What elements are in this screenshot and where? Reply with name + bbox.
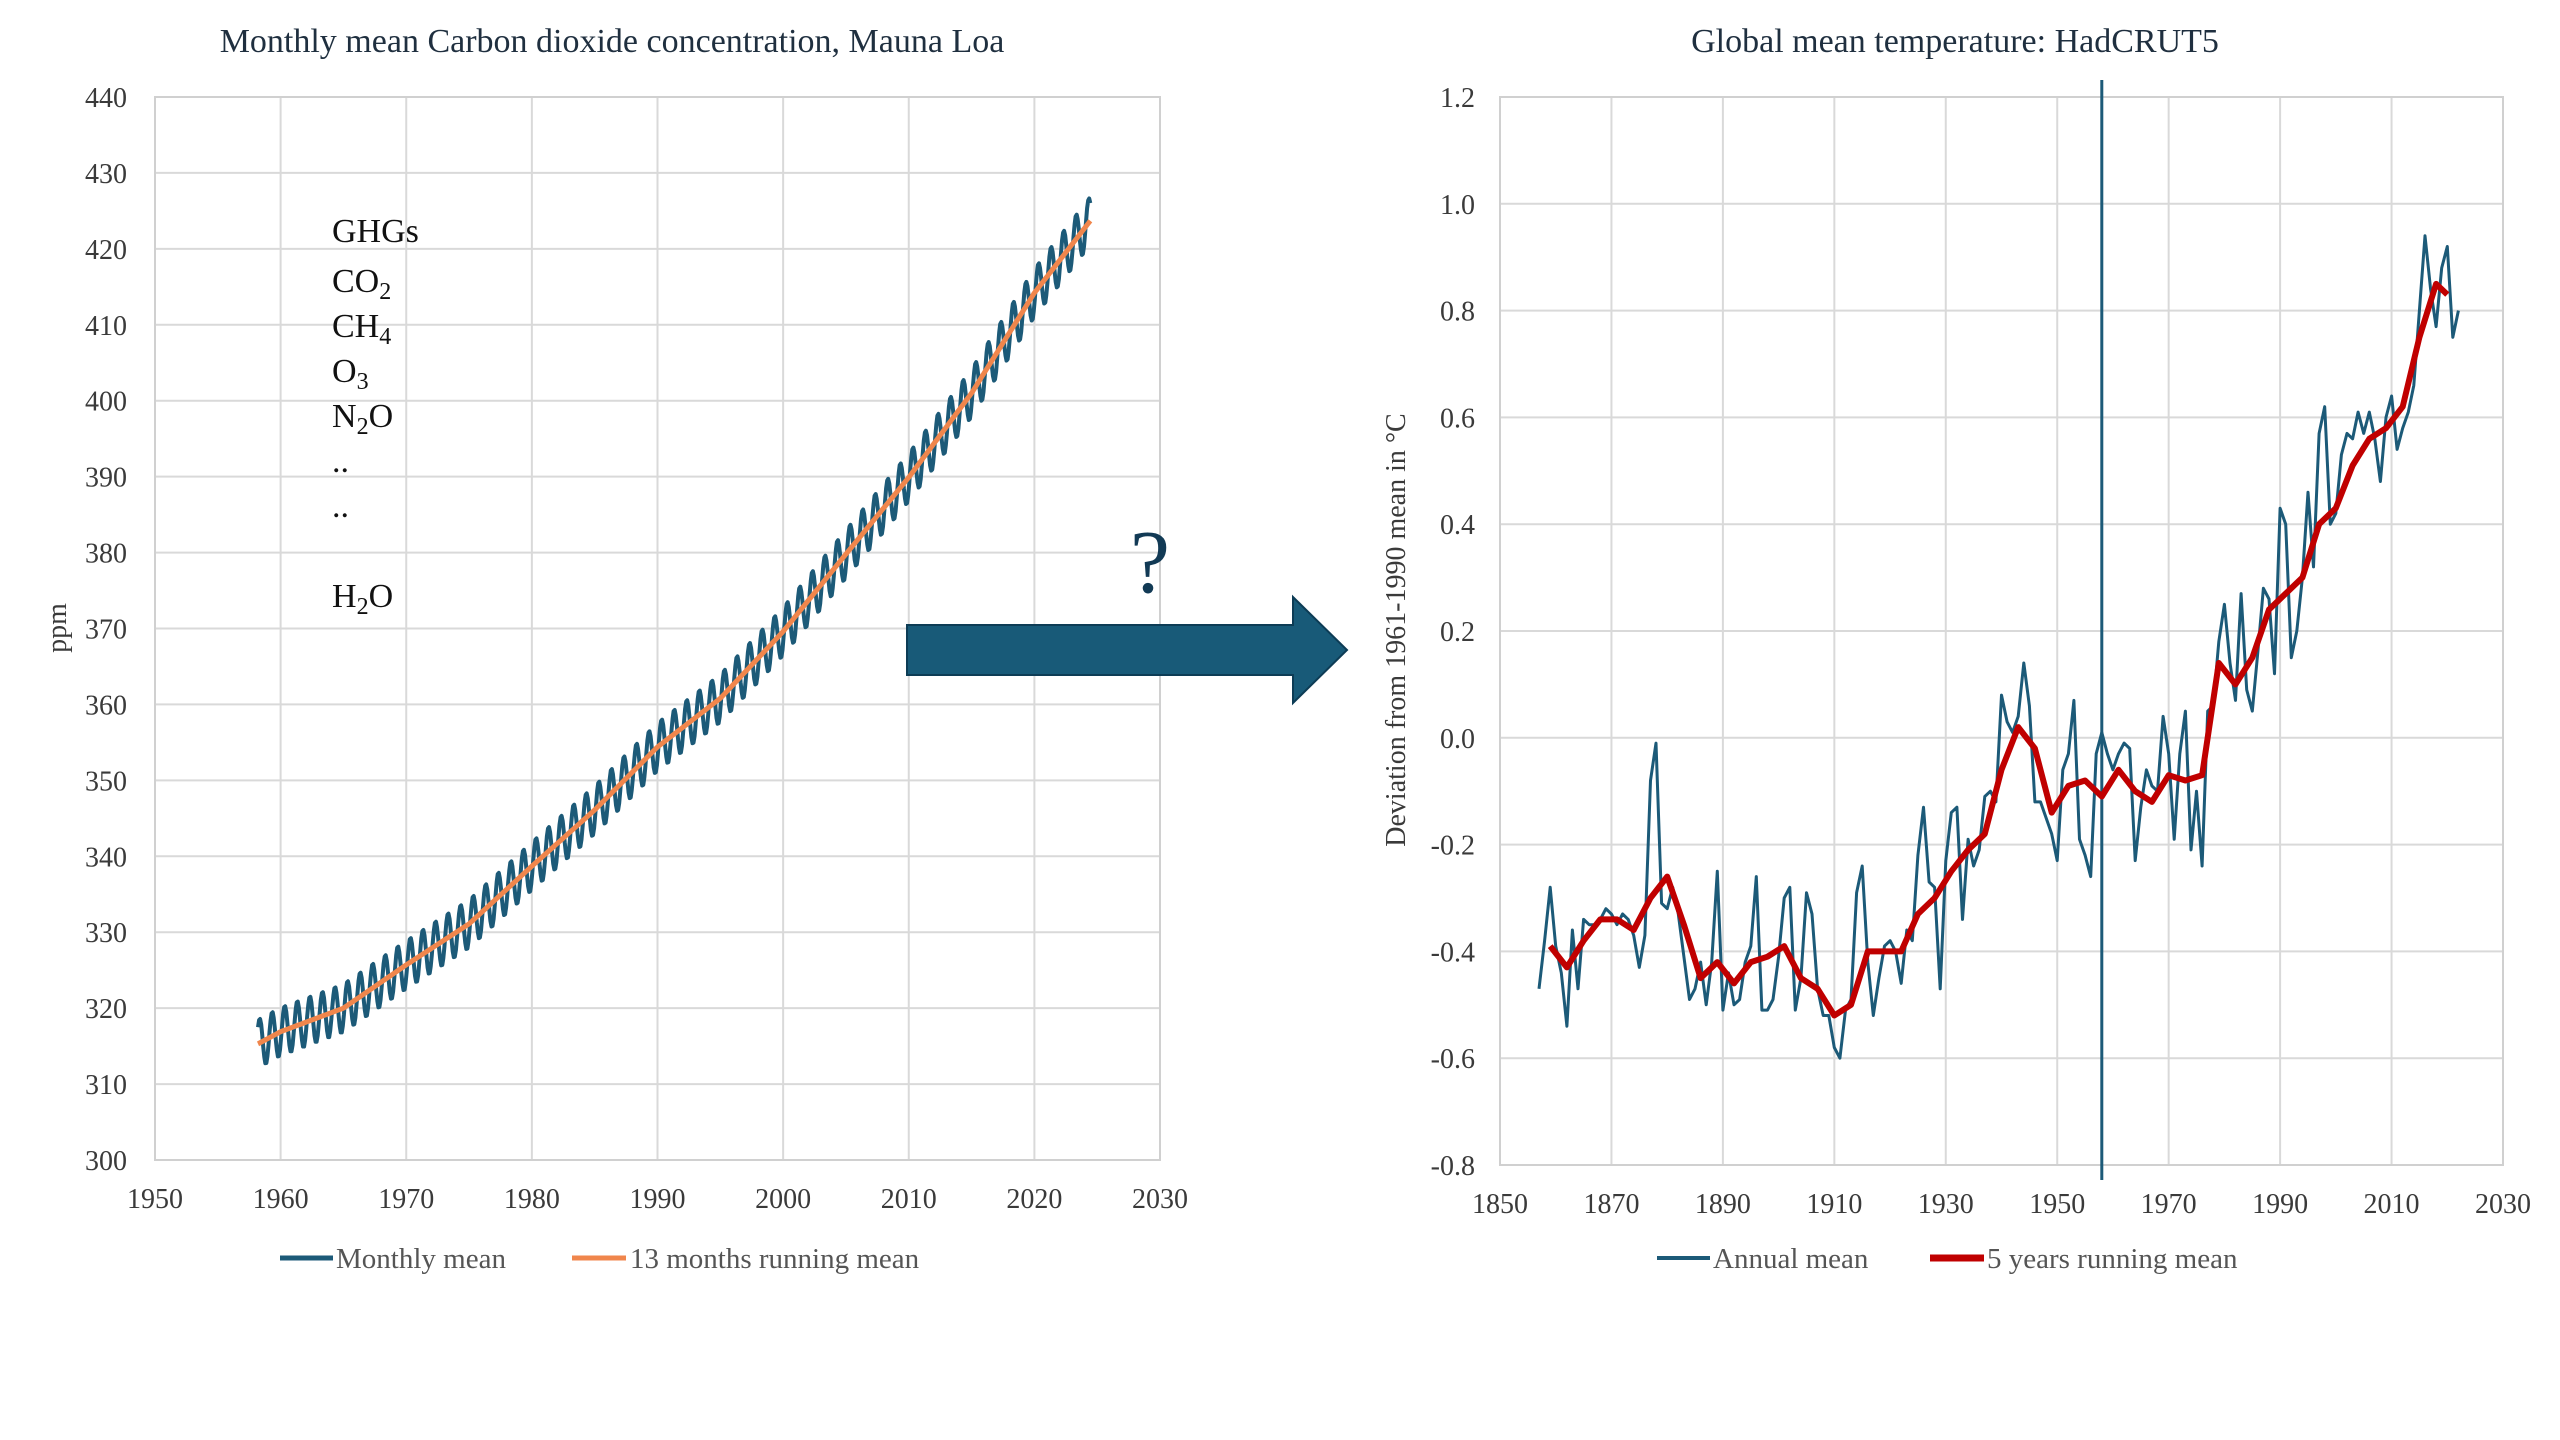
ghg-item: .. — [332, 443, 349, 480]
ghg-item: N2O — [332, 398, 393, 440]
temperature-y-tick-label: 0.2 — [1440, 617, 1475, 648]
temperature-y-axis-label: Deviation from 1961-1990 mean in °C — [1381, 413, 1412, 846]
co2-y-tick-label: 340 — [85, 842, 127, 873]
temperature-chart-title: Global mean temperature: HadCRUT5 — [1691, 23, 2219, 60]
legend-label-annual-mean: Annual mean — [1713, 1243, 1869, 1275]
arrow-shape — [906, 594, 1349, 706]
co2-y-tick-label: 370 — [85, 615, 127, 646]
co2-y-tick-label: 380 — [85, 539, 127, 570]
temperature-y-tick-labels: -0.8 -0.6 -0.4 -0.2 0.0 0.2 0.4 0.6 0.8 1.0 1.2 — [1431, 83, 1475, 1182]
co2-chart-title: Monthly mean Carbon dioxide concentratio… — [220, 23, 1005, 60]
series-line-5-years-running-mean — [1547, 280, 2450, 1019]
co2-y-tick-labels: 300 310 320 330 340 350 360 370 380 390 400 410 420 4… — [85, 83, 127, 1177]
co2-x-tick-label: 2030 — [1132, 1184, 1188, 1215]
temperature-x-tick-label: 2030 — [2475, 1189, 2531, 1220]
co2-x-tick-label: 2000 — [755, 1184, 811, 1215]
co2-y-axis-label: ppm — [42, 603, 73, 653]
ghg-item: O3 — [332, 353, 369, 395]
temperature-y-tick-label: 1.0 — [1440, 190, 1475, 221]
series-line-monthly-mean — [256, 196, 1093, 1066]
temperature-y-tick-label: -0.6 — [1431, 1044, 1475, 1075]
co2-y-tick-label: 390 — [85, 463, 127, 494]
co2-legend: Monthly mean 13 months running mean — [280, 1243, 920, 1275]
co2-y-tick-label: 310 — [85, 1070, 127, 1101]
legend-label-5-years-running-mean: 5 years running mean — [1987, 1243, 2238, 1275]
co2-x-tick-label: 1950 — [127, 1184, 183, 1215]
co2-y-tick-label: 400 — [85, 387, 127, 418]
co2-y-tick-label: 410 — [85, 311, 127, 342]
temperature-y-tick-label: 0.6 — [1440, 403, 1475, 434]
ghg-item: CO2 — [332, 263, 391, 305]
temperature-x-tick-label: 1930 — [1918, 1189, 1974, 1220]
temperature-x-tick-label: 2010 — [2364, 1189, 2420, 1220]
temperature-x-tick-label: 1870 — [1583, 1189, 1639, 1220]
temperature-legend: Annual mean 5 years running mean — [1657, 1243, 2238, 1275]
co2-x-tick-label: 2020 — [1006, 1184, 1062, 1215]
co2-y-tick-label: 320 — [85, 994, 127, 1025]
co2-y-tick-label: 430 — [85, 159, 127, 190]
series-line-annual-mean — [1537, 234, 2460, 1060]
temperature-y-tick-label: -0.8 — [1431, 1151, 1475, 1182]
temperature-x-tick-label: 1850 — [1472, 1189, 1528, 1220]
co2-x-tick-label: 1970 — [378, 1184, 434, 1215]
co2-y-tick-label: 350 — [85, 766, 127, 797]
co2-y-tick-label: 420 — [85, 235, 127, 266]
temperature-x-tick-label: 1950 — [2029, 1189, 2085, 1220]
temperature-y-tick-label: -0.4 — [1431, 937, 1475, 968]
temperature-x-tick-label: 1890 — [1695, 1189, 1751, 1220]
ghg-item: H2O — [332, 578, 393, 620]
temperature-y-tick-label: -0.2 — [1431, 831, 1475, 862]
co2-x-tick-label: 1980 — [504, 1184, 560, 1215]
co2-y-tick-label: 330 — [85, 918, 127, 949]
causal-arrow: ? — [906, 513, 1349, 706]
co2-y-tick-label: 440 — [85, 83, 127, 114]
ghg-item: CH4 — [332, 308, 391, 350]
temperature-plot-frame — [1499, 96, 2504, 1166]
legend-label-13-months-running-mean: 13 months running mean — [630, 1243, 920, 1275]
ghg-heading: GHGs — [332, 213, 419, 250]
temperature-gridlines — [1499, 96, 2504, 1166]
co2-y-tick-label: 300 — [85, 1146, 127, 1177]
co2-y-tick-label: 360 — [85, 690, 127, 721]
temperature-chart: Global mean temperature: HadCRUT5 -0.8-0… — [1381, 23, 2531, 1275]
temperature-y-tick-label: 0.8 — [1440, 297, 1475, 328]
ghg-item: .. — [332, 488, 349, 525]
co2-x-tick-labels: 1950 1960 1970 1980 1990 2000 2010 2020 2030 — [127, 1184, 1188, 1215]
temperature-x-tick-label: 1910 — [1806, 1189, 1862, 1220]
series-line-13-months-running-mean — [256, 219, 1093, 1047]
temperature-x-tick-label: 1990 — [2252, 1189, 2308, 1220]
legend-label-monthly-mean: Monthly mean — [336, 1243, 506, 1275]
temperature-y-tick-label: 1.2 — [1440, 83, 1475, 114]
temperature-x-tick-labels: 1850 1870 1890 1910 1930 1950 1970 1990 2010 2030 — [1472, 1189, 2531, 1220]
temperature-y-tick-label: 0.0 — [1440, 724, 1475, 755]
temperature-x-tick-label: 1970 — [2141, 1189, 2197, 1220]
question-mark: ? — [1130, 513, 1170, 612]
co2-x-tick-label: 2010 — [881, 1184, 937, 1215]
co2-x-tick-label: 1960 — [253, 1184, 309, 1215]
co2-x-tick-label: 1990 — [630, 1184, 686, 1215]
temperature-y-tick-label: 0.4 — [1440, 510, 1475, 541]
co2-chart: Monthly mean Carbon dioxide concentratio… — [42, 23, 1188, 1275]
